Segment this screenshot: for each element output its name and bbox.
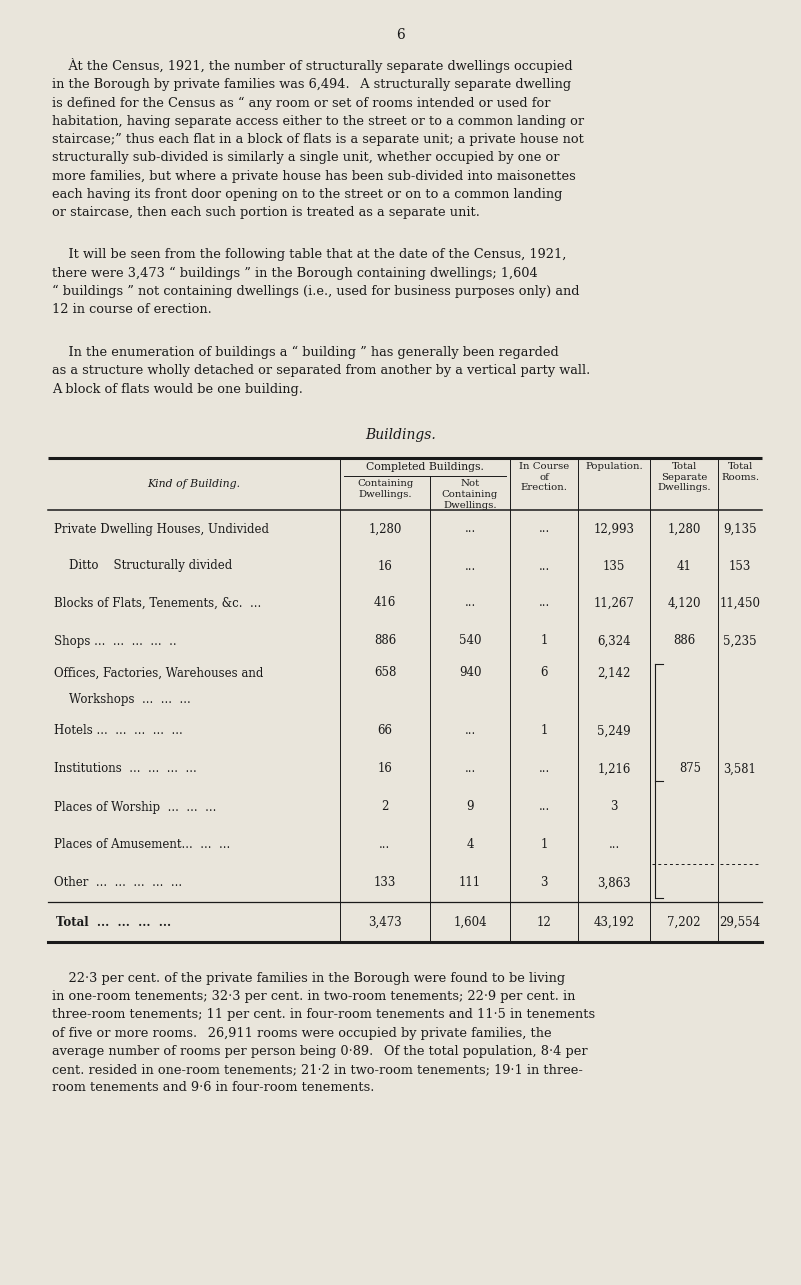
Text: 1: 1 xyxy=(541,635,548,648)
Text: Hotels ...  ...  ...  ...  ...: Hotels ... ... ... ... ... xyxy=(54,725,183,738)
Text: Containing
Dwellings.: Containing Dwellings. xyxy=(357,479,413,499)
Text: ...: ... xyxy=(538,559,549,573)
Text: 1: 1 xyxy=(541,725,548,738)
Text: Total
Separate
Dwellings.: Total Separate Dwellings. xyxy=(657,463,710,492)
Text: 7,202: 7,202 xyxy=(667,915,701,929)
Text: Private Dwelling Houses, Undivided: Private Dwelling Houses, Undivided xyxy=(54,523,269,536)
Text: 16: 16 xyxy=(377,762,392,776)
Text: 12: 12 xyxy=(537,915,551,929)
Text: 11,267: 11,267 xyxy=(594,596,634,609)
Text: 5,249: 5,249 xyxy=(598,725,631,738)
Text: 6: 6 xyxy=(396,28,405,42)
Text: 153: 153 xyxy=(729,559,751,573)
Text: 1,280: 1,280 xyxy=(667,523,701,536)
Text: ...: ... xyxy=(465,762,476,776)
Text: 5,235: 5,235 xyxy=(723,635,757,648)
Text: Workshops  ...  ...  ...: Workshops ... ... ... xyxy=(54,693,191,705)
Text: ...: ... xyxy=(465,596,476,609)
Text: Blocks of Flats, Tenements, &c.  ...: Blocks of Flats, Tenements, &c. ... xyxy=(54,596,261,609)
Text: 2: 2 xyxy=(381,801,388,813)
Text: 940: 940 xyxy=(459,667,481,680)
Text: 43,192: 43,192 xyxy=(594,915,634,929)
Text: ...: ... xyxy=(465,523,476,536)
Text: 3: 3 xyxy=(610,801,618,813)
Text: Kind of Building.: Kind of Building. xyxy=(147,479,240,490)
Text: Shops ...  ...  ...  ...  ..: Shops ... ... ... ... .. xyxy=(54,635,177,648)
Text: 3: 3 xyxy=(540,876,548,889)
Text: 6: 6 xyxy=(540,667,548,680)
Text: 22·3 per cent. of the private families in the Borough were found to be living
in: 22·3 per cent. of the private families i… xyxy=(52,971,595,1095)
Text: ...: ... xyxy=(538,596,549,609)
Text: 4: 4 xyxy=(466,839,473,852)
Text: In Course
of
Erection.: In Course of Erection. xyxy=(519,463,570,492)
Text: 1: 1 xyxy=(541,839,548,852)
Text: ...: ... xyxy=(380,839,391,852)
Text: 41: 41 xyxy=(677,559,691,573)
Text: Places of Amusement...  ...  ...: Places of Amusement... ... ... xyxy=(54,839,230,852)
Text: 111: 111 xyxy=(459,876,481,889)
Text: 12,993: 12,993 xyxy=(594,523,634,536)
Text: 886: 886 xyxy=(374,635,396,648)
Text: ...: ... xyxy=(465,559,476,573)
Text: 1,604: 1,604 xyxy=(453,915,487,929)
Text: ...: ... xyxy=(609,839,620,852)
Text: ...: ... xyxy=(538,801,549,813)
Text: 9,135: 9,135 xyxy=(723,523,757,536)
Text: 3,473: 3,473 xyxy=(368,915,402,929)
Text: 135: 135 xyxy=(603,559,626,573)
Text: 886: 886 xyxy=(673,635,695,648)
Text: 540: 540 xyxy=(459,635,481,648)
Text: ...: ... xyxy=(538,523,549,536)
Text: 1,280: 1,280 xyxy=(368,523,401,536)
Text: 3,581: 3,581 xyxy=(723,762,756,776)
Text: 4,120: 4,120 xyxy=(667,596,701,609)
Text: 416: 416 xyxy=(374,596,396,609)
Text: Total
Rooms.: Total Rooms. xyxy=(721,463,759,482)
Text: 16: 16 xyxy=(377,559,392,573)
Text: 29,554: 29,554 xyxy=(719,915,761,929)
Text: Not
Containing
Dwellings.: Not Containing Dwellings. xyxy=(442,479,498,509)
Text: ...: ... xyxy=(538,762,549,776)
Text: It will be seen from the following table that at the date of the Census, 1921,
t: It will be seen from the following table… xyxy=(52,248,579,316)
Text: Institutions  ...  ...  ...  ...: Institutions ... ... ... ... xyxy=(54,762,197,776)
Text: Completed Buildings.: Completed Buildings. xyxy=(366,463,484,472)
Text: Buildings.: Buildings. xyxy=(365,428,436,442)
Text: 2,142: 2,142 xyxy=(598,667,630,680)
Text: In the enumeration of buildings a “ building ” has generally been regarded
as a : In the enumeration of buildings a “ buil… xyxy=(52,346,590,396)
Text: 9: 9 xyxy=(466,801,473,813)
Text: 6,324: 6,324 xyxy=(598,635,631,648)
Text: 66: 66 xyxy=(377,725,392,738)
Text: Population.: Population. xyxy=(585,463,643,472)
Text: 1,216: 1,216 xyxy=(598,762,630,776)
Text: Places of Worship  ...  ...  ...: Places of Worship ... ... ... xyxy=(54,801,216,813)
Text: ...: ... xyxy=(465,725,476,738)
Text: 11,450: 11,450 xyxy=(719,596,760,609)
Text: 658: 658 xyxy=(374,667,396,680)
Text: Total  ...  ...  ...  ...: Total ... ... ... ... xyxy=(56,915,171,929)
Text: Other  ...  ...  ...  ...  ...: Other ... ... ... ... ... xyxy=(54,876,182,889)
Text: 3,863: 3,863 xyxy=(598,876,631,889)
Text: 875: 875 xyxy=(679,762,701,776)
Text: Àt the Census, 1921, the number of structurally separate dwellings occupied
in t: Àt the Census, 1921, the number of struc… xyxy=(52,58,584,218)
Text: Offices, Factories, Warehouses and: Offices, Factories, Warehouses and xyxy=(54,667,264,680)
Text: Ditto    Structurally divided: Ditto Structurally divided xyxy=(54,559,232,573)
Text: 133: 133 xyxy=(374,876,396,889)
